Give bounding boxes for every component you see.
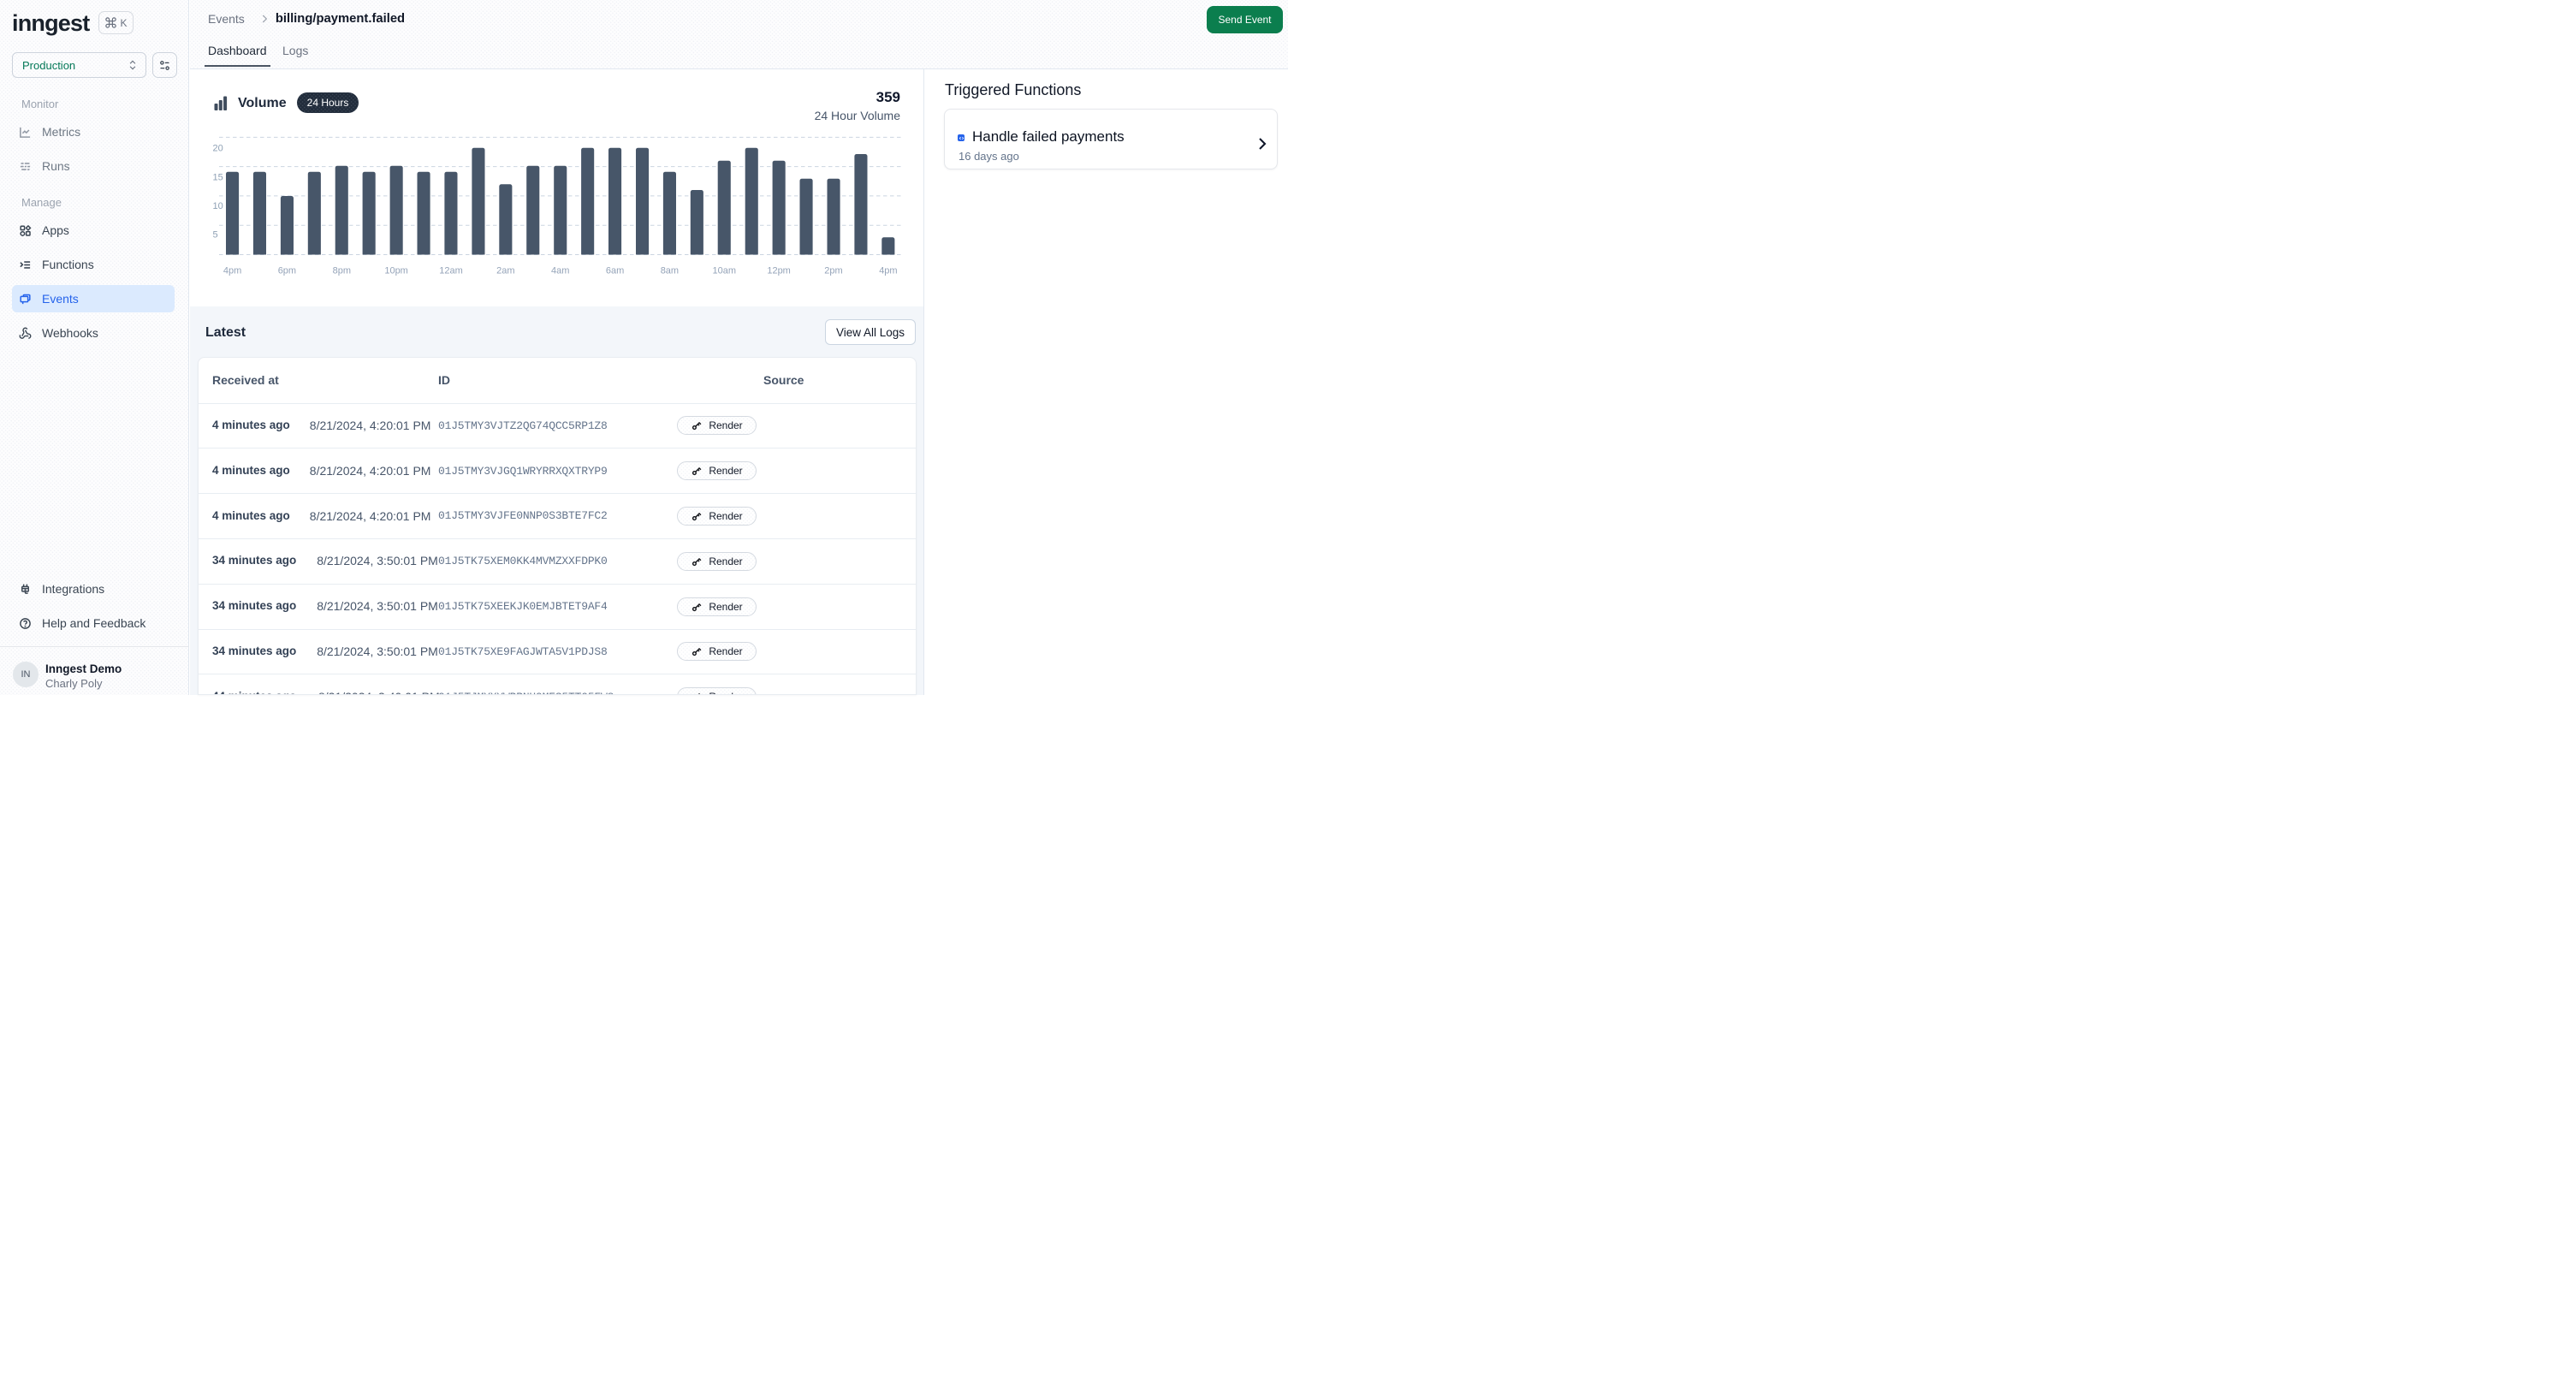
svg-text:15: 15 bbox=[213, 172, 223, 182]
svg-text:10am: 10am bbox=[713, 265, 737, 276]
svg-text:4pm: 4pm bbox=[223, 265, 241, 276]
svg-text:2pm: 2pm bbox=[824, 265, 842, 276]
svg-text:8am: 8am bbox=[661, 265, 679, 276]
svg-text:2am: 2am bbox=[496, 265, 514, 276]
svg-text:8pm: 8pm bbox=[333, 265, 351, 276]
svg-text:4pm: 4pm bbox=[879, 265, 897, 276]
svg-text:6pm: 6pm bbox=[278, 265, 296, 276]
svg-text:10pm: 10pm bbox=[384, 265, 408, 276]
svg-text:10: 10 bbox=[213, 201, 223, 211]
svg-text:20: 20 bbox=[213, 144, 223, 154]
svg-text:4am: 4am bbox=[551, 265, 569, 276]
svg-text:12pm: 12pm bbox=[767, 265, 791, 276]
svg-text:12am: 12am bbox=[439, 265, 463, 276]
svg-text:6am: 6am bbox=[606, 265, 624, 276]
svg-text:5: 5 bbox=[213, 229, 218, 240]
